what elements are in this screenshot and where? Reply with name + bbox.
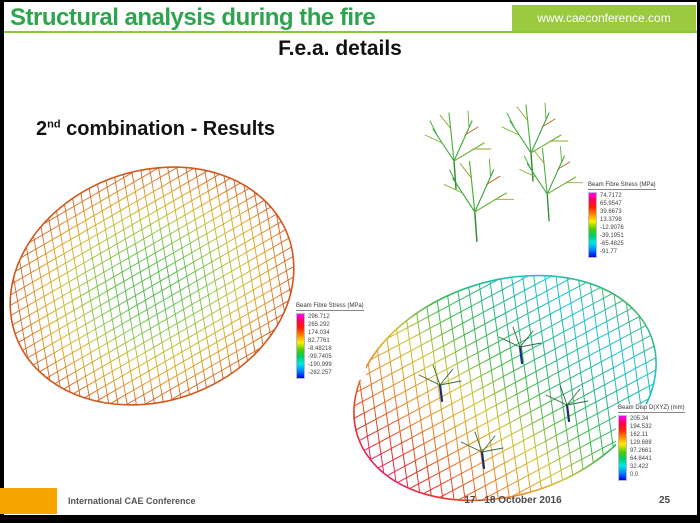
legend-value: 97.2661	[630, 448, 652, 454]
header-divider	[4, 31, 697, 33]
website-url: www.caeconference.com	[537, 11, 671, 25]
legend-title: Beam Fibre Stress (MPa)	[588, 182, 656, 190]
legend-value: 39.6673	[600, 209, 622, 215]
legend-value: 65.9547	[600, 201, 622, 207]
legend-value: 265.292	[308, 322, 330, 328]
heading-base: 2	[36, 118, 48, 140]
slide-subtitle: F.e.a. details	[278, 37, 402, 60]
legend-colorbar	[296, 313, 305, 379]
support-tree-1	[497, 325, 543, 365]
tree-columns-figure	[424, 102, 584, 243]
legend-value: -99.7405	[308, 354, 332, 360]
legend-value: 174.034	[308, 330, 330, 336]
legend-value: 74.7172	[600, 193, 622, 199]
footer-logo-block	[0, 488, 57, 514]
legend-value: 64.8441	[630, 456, 652, 462]
legend-value: 205.34	[630, 416, 649, 422]
footer-conference-name: International CAE Conference	[68, 496, 196, 506]
legend-value: 162.11	[630, 432, 648, 438]
legend-values: 74.7172 65.9547 39.6673 13.3798 -12.9076 -39.…	[600, 192, 624, 256]
support-tree-4	[544, 383, 590, 423]
legend-value: 82.7761	[308, 338, 330, 344]
legend-value: 0.0	[630, 472, 639, 478]
legend-value: -91.77	[600, 249, 618, 255]
section-heading: 2nd combination - Results	[36, 118, 275, 141]
left-roof-mesh-figure	[0, 128, 328, 444]
legend-title: Beam Disp D(XYZ) (mm)	[618, 405, 685, 413]
tree-column-4	[518, 145, 584, 222]
legend-colorbar	[618, 415, 627, 481]
legend-tree-columns: Beam Fibre Stress (MPa) 74.7172 65.9547 39…	[586, 181, 658, 259]
legend-value: -8.48218	[308, 346, 332, 352]
legend-values: 205.34 194.532 162.11 129.688 97.2661 64.8441…	[630, 415, 652, 479]
legend-value: 129.688	[630, 440, 652, 446]
legend-right-mesh: Beam Disp D(XYZ) (mm) 205.34 194.532 162.1…	[616, 404, 687, 482]
legend-values: 296.712 265.292 174.034 82.7761 -8.48218 -99.…	[308, 313, 332, 377]
heading-superscript: nd	[47, 118, 61, 131]
support-tree-2	[417, 363, 463, 403]
legend-value: 296.712	[308, 314, 330, 320]
website-banner: www.caeconference.com	[512, 5, 696, 31]
slide-title: Structural analysis during the fire	[10, 4, 376, 31]
legend-value: -12.9076	[600, 225, 624, 231]
tree-column-1	[424, 110, 492, 190]
footer-date: 17 - 18 October 2016	[464, 495, 562, 506]
legend-value: -190.999	[308, 362, 332, 368]
legend-value: 32.422	[630, 464, 649, 470]
legend-title: Beam Fibre Stress (MPa)	[296, 303, 364, 311]
legend-value: -39.1951	[600, 233, 624, 239]
footer-page-number: 25	[659, 495, 671, 506]
legend-left-mesh: Beam Fibre Stress (MPa) 296.712 265.292 17…	[294, 302, 366, 380]
legend-value: -65.4825	[600, 241, 624, 247]
legend-value: 13.3798	[600, 217, 622, 223]
legend-value: 194.532	[630, 424, 652, 430]
legend-value: -282.257	[308, 370, 332, 376]
heading-rest: combination - Results	[60, 118, 276, 140]
legend-colorbar	[588, 192, 597, 258]
